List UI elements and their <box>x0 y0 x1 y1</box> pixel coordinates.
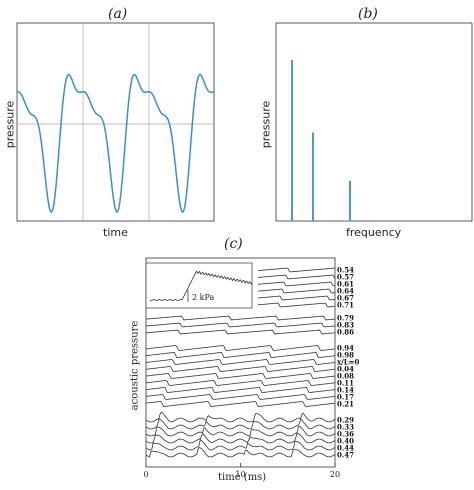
panel-c-xticks: 0 10 20 <box>143 463 340 479</box>
trace-label: 0.36 <box>337 430 354 439</box>
trace-label: 0.94 <box>337 344 354 353</box>
trace-label: 0.04 <box>337 365 354 374</box>
trace-label: 0.61 <box>337 280 354 289</box>
panel-c-xlabel: time (ms) <box>218 472 267 483</box>
pressure-trace <box>258 302 335 308</box>
pressure-trace <box>145 411 336 423</box>
pressure-trace <box>257 295 335 301</box>
trace-label: 0.67 <box>337 294 354 303</box>
pressure-trace <box>258 267 335 273</box>
trace-label: x/L=0 <box>337 358 360 367</box>
trace-label: 0.11 <box>337 379 354 388</box>
trace-label: 0.54 <box>337 266 354 275</box>
trace-label: 0.44 <box>337 444 354 453</box>
pressure-trace <box>145 432 336 444</box>
pressure-trace <box>145 315 336 321</box>
pressure-trace <box>145 372 336 379</box>
trace-label: 0.29 <box>337 416 354 425</box>
pressure-trace <box>145 418 336 430</box>
pressure-trace <box>258 274 336 280</box>
pressure-trace <box>257 281 335 287</box>
pressure-trace <box>145 329 336 335</box>
pressure-trace <box>145 394 336 400</box>
panel-a-xlabel: time <box>103 226 128 239</box>
panel-a-frame <box>16 22 215 222</box>
pressure-trace <box>145 345 336 351</box>
trace-label: 0.64 <box>337 287 354 296</box>
trace-label: 0.40 <box>337 437 354 446</box>
trace-label: 0.79 <box>337 314 354 323</box>
trace-label: 0.86 <box>337 328 354 337</box>
panel-c-inset <box>145 262 253 309</box>
panel-c-inset-curve <box>149 270 253 302</box>
pressure-trace <box>145 359 336 365</box>
trace-label: 0.47 <box>337 451 354 460</box>
panel-b-xlabel: frequency <box>346 226 402 239</box>
pressure-trace <box>145 322 336 328</box>
pressure-trace <box>145 366 336 373</box>
trace-label: 0.21 <box>337 400 354 409</box>
pressure-trace <box>145 446 336 458</box>
x-tick-label: 10 <box>235 470 245 479</box>
panel-c-trace-labels: 0.540.570.610.640.670.71 0.790.830.86 0.94… <box>337 266 360 460</box>
trace-label: 0.33 <box>337 423 354 432</box>
panel-b-spectrum <box>291 60 351 221</box>
pressure-trace <box>258 288 336 294</box>
trace-label: 0.57 <box>337 273 354 282</box>
panel-c-label: (c) <box>224 236 243 252</box>
panel-b-frame <box>275 22 473 222</box>
x-tick-label: 20 <box>330 470 340 479</box>
panel-a-label: (a) <box>108 6 128 22</box>
trace-label: 0.83 <box>337 321 354 330</box>
trace-label: 0.17 <box>337 393 354 402</box>
pressure-trace <box>145 425 336 437</box>
pressure-trace <box>145 351 336 359</box>
pressure-trace <box>145 438 336 451</box>
trace-label: 0.08 <box>337 372 354 381</box>
pressure-trace <box>145 380 336 386</box>
panel-a-waveform <box>16 73 214 213</box>
panel-c-traces <box>145 267 336 458</box>
trace-label: 0.98 <box>337 351 354 360</box>
trace-label: 0.71 <box>337 301 354 310</box>
pressure-trace <box>145 401 336 408</box>
pressure-trace <box>145 386 336 394</box>
trace-label: 0.14 <box>337 386 354 395</box>
panel-c-inset-scale-label: 2 kPa <box>192 293 215 302</box>
x-tick-label: 0 <box>143 470 148 479</box>
panel-b-label: (b) <box>358 6 378 22</box>
